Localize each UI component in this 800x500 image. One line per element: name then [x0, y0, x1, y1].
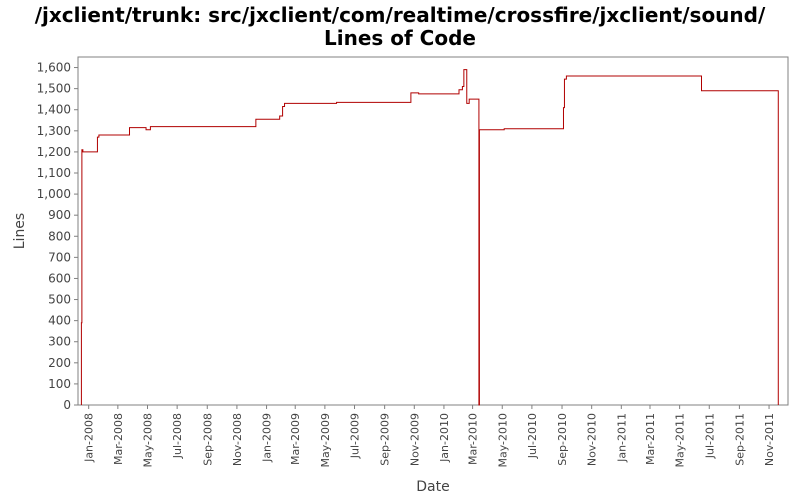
y-tick-label: 200	[48, 356, 71, 370]
y-tick-label: 1,400	[37, 103, 71, 117]
y-tick-label: 0	[63, 398, 71, 412]
y-axis-label: Lines	[12, 213, 28, 249]
x-tick-label: Jul-2009	[349, 413, 362, 459]
x-tick-label: Mar-2010	[467, 413, 480, 465]
y-tick-label: 900	[48, 208, 71, 222]
chart-title-line1: /jxclient/trunk: src/jxclient/com/realti…	[34, 3, 766, 27]
x-tick-label: May-2008	[141, 413, 154, 468]
x-tick-label: Sep-2010	[556, 413, 569, 466]
x-tick-label: Mar-2008	[112, 413, 125, 465]
y-tick-label: 800	[48, 229, 71, 243]
plot-area	[77, 56, 789, 406]
chart-title-line2: Lines of Code	[324, 26, 476, 50]
x-tick-label: Sep-2009	[379, 413, 392, 466]
x-axis-label: Date	[416, 479, 449, 495]
x-tick-label: Jan-2009	[261, 413, 274, 463]
x-tick-label: Nov-2010	[586, 413, 599, 466]
x-tick-label: May-2009	[319, 413, 332, 468]
y-tick-label: 700	[48, 250, 71, 264]
y-tick-label: 400	[48, 314, 71, 328]
x-tick-label: Jan-2011	[615, 413, 628, 463]
x-tick-label: Jul-2008	[171, 413, 184, 459]
x-tick-label: May-2011	[674, 413, 687, 468]
x-tick-label: Mar-2009	[289, 413, 302, 465]
y-tick-label: 600	[48, 271, 71, 285]
series-line-1	[80, 69, 779, 406]
y-tick-label: 1,600	[37, 61, 71, 75]
x-tick-label: Sep-2008	[201, 413, 214, 466]
x-tick-label: Sep-2011	[733, 413, 746, 466]
x-tick-label: Jul-2011	[703, 413, 716, 459]
y-tick-label: 1,000	[37, 187, 71, 201]
x-tick-label: Nov-2008	[231, 413, 244, 466]
x-tick-label: Nov-2011	[763, 413, 776, 466]
x-tick-label: Jan-2008	[83, 413, 96, 463]
x-tick-label: Jan-2010	[438, 413, 451, 463]
y-tick-label: 1,500	[37, 82, 71, 96]
y-tick-label: 100	[48, 377, 71, 391]
y-tick-label: 1,200	[37, 145, 71, 159]
x-tick-label: Mar-2011	[644, 413, 657, 465]
x-tick-label: Nov-2009	[408, 413, 421, 466]
y-tick-label: 1,100	[37, 166, 71, 180]
y-tick-label: 500	[48, 293, 71, 307]
y-tick-label: 1,300	[37, 124, 71, 138]
x-tick-label: Jul-2010	[526, 413, 539, 459]
x-tick-label: May-2010	[496, 413, 509, 468]
y-tick-label: 300	[48, 335, 71, 349]
